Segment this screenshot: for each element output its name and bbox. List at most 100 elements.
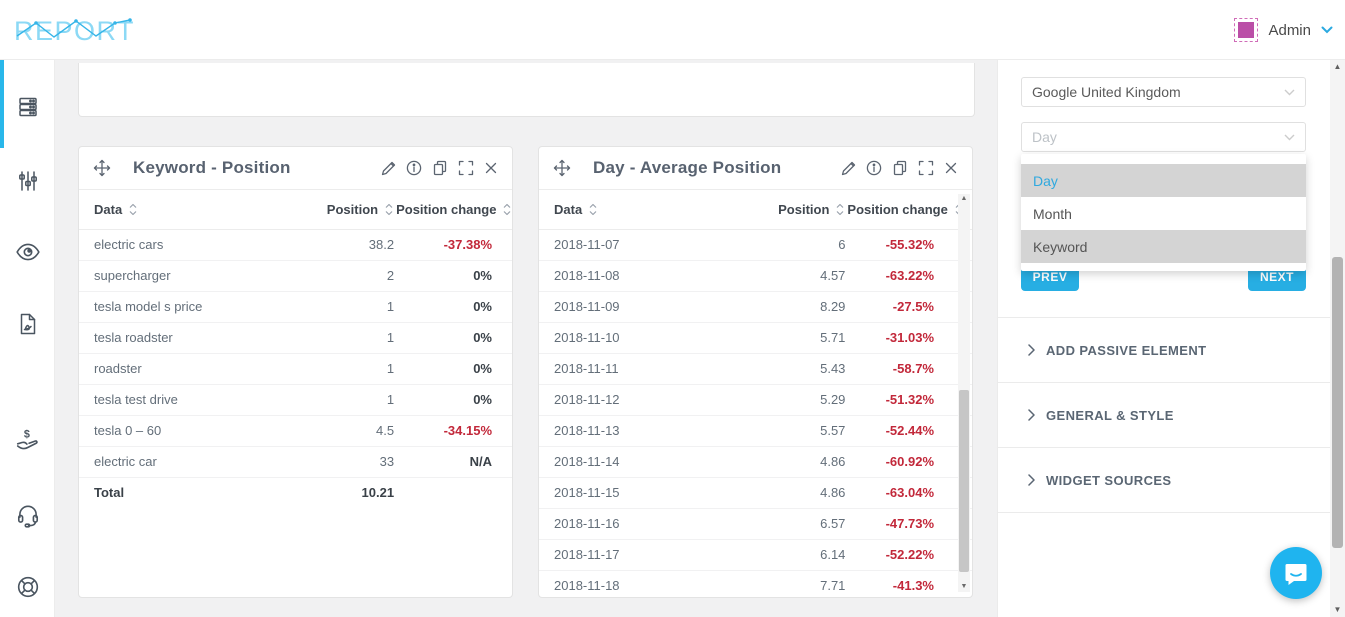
move-icon[interactable]: [93, 159, 111, 177]
table-row: electric car 33 N/A: [79, 446, 512, 478]
sidebar-item-filters[interactable]: [0, 159, 55, 203]
sidebar-item-billing[interactable]: $: [0, 418, 55, 462]
table-row: 2018-11-16 6.57 -47.73%: [539, 508, 972, 540]
cell-position: 5.43: [733, 353, 847, 385]
sort-icon: [129, 203, 137, 215]
duplicate-icon[interactable]: [432, 160, 448, 176]
scrollbar-thumb[interactable]: [959, 390, 969, 572]
chevron-right-icon: [1028, 344, 1035, 356]
expand-icon[interactable]: [458, 160, 474, 176]
sidebar-item-pdf-export[interactable]: [0, 302, 55, 346]
close-icon[interactable]: [484, 161, 498, 175]
reportz-logo[interactable]: REPORTZ: [14, 13, 152, 54]
column-header-position-change[interactable]: Position change: [846, 190, 972, 230]
cell-position-change: -55.32%: [846, 229, 972, 261]
cell-data: tesla roadster: [79, 322, 283, 354]
cell-position-change: -63.04%: [846, 477, 972, 509]
search-engine-select[interactable]: Google United Kingdom: [1021, 77, 1306, 107]
cell-data: electric car: [79, 446, 283, 478]
table-row: 2018-11-09 8.29 -27.5%: [539, 291, 972, 323]
sort-icon: [504, 203, 511, 215]
dropdown-option[interactable]: Keyword: [1021, 230, 1306, 263]
support-icon: [17, 505, 38, 528]
chat-launcher[interactable]: [1270, 547, 1322, 599]
cell-position: 1: [282, 353, 396, 385]
scrollbar-thumb[interactable]: [1332, 257, 1343, 548]
cell-position-change: -47.73%: [846, 508, 972, 540]
sidebar-item-preview[interactable]: [0, 230, 55, 274]
group-by-select[interactable]: Day: [1021, 122, 1306, 152]
edit-icon[interactable]: [380, 160, 396, 176]
scroll-down-icon[interactable]: ▼: [960, 583, 968, 590]
table-row: tesla test drive 1 0%: [79, 384, 512, 416]
table-row: tesla roadster 1 0%: [79, 322, 512, 354]
partial-widget-card: [78, 63, 975, 117]
sidebar-item-widgets[interactable]: [0, 85, 55, 129]
cell-position-change: -37.38%: [395, 229, 512, 261]
cell-position-change: -58.7%: [846, 353, 972, 385]
expand-icon[interactable]: [918, 160, 934, 176]
duplicate-icon[interactable]: [892, 160, 908, 176]
info-icon[interactable]: [406, 160, 422, 176]
scroll-up-icon[interactable]: ▲: [1333, 62, 1342, 71]
scroll-up-icon[interactable]: ▲: [960, 195, 968, 202]
left-sidebar: $: [0, 60, 55, 617]
cell-position: 7.71: [733, 570, 847, 596]
cell-data: 2018-11-11: [539, 353, 734, 385]
active-item-indicator: [0, 60, 4, 148]
page-scrollbar[interactable]: ▲ ▼: [1330, 60, 1345, 617]
cell-data: 2018-11-07: [539, 229, 734, 261]
avatar: [1234, 18, 1259, 42]
sidebar-item-help[interactable]: [0, 565, 55, 609]
column-header-position-change[interactable]: Position change: [395, 190, 512, 230]
svg-text:$: $: [23, 428, 29, 440]
keyword-table: Data Position Position change electric c…: [79, 190, 512, 508]
column-header-position[interactable]: Position: [733, 190, 847, 230]
sidebar-item-support[interactable]: [0, 493, 55, 537]
accordion-section[interactable]: WIDGET SOURCES: [998, 448, 1330, 513]
cell-data: 2018-11-18: [539, 570, 734, 596]
info-icon[interactable]: [866, 160, 882, 176]
selected-value: Google United Kingdom: [1032, 84, 1181, 100]
cell-position: 38.2: [282, 229, 396, 261]
cell-position: 33: [282, 446, 396, 478]
chevron-down-icon: [1284, 134, 1295, 141]
table-viewport: Data Position Position change 2018-11-07…: [539, 190, 972, 596]
table-row: 2018-11-08 4.57 -63.22%: [539, 260, 972, 292]
column-header-position[interactable]: Position: [282, 190, 396, 230]
cell-position-change: -27.5%: [846, 291, 972, 323]
cell-position-change: -52.22%: [846, 539, 972, 571]
table-row: tesla model s price 1 0%: [79, 291, 512, 323]
dropdown-option[interactable]: Day: [1021, 164, 1306, 197]
filters-icon: [18, 171, 37, 191]
cell-data: tesla test drive: [79, 384, 283, 416]
edit-icon[interactable]: [840, 160, 856, 176]
accordion-section[interactable]: ADD PASSIVE ELEMENT: [998, 318, 1330, 383]
close-icon[interactable]: [944, 161, 958, 175]
table-row: 2018-11-10 5.71 -31.03%: [539, 322, 972, 354]
widget-scrollbar[interactable]: ▲ ▼: [958, 194, 970, 592]
widget-actions: [840, 160, 958, 176]
cell-position: 4.57: [733, 260, 847, 292]
cell-position-change: 0%: [395, 322, 512, 354]
scroll-down-icon[interactable]: ▼: [1333, 605, 1342, 614]
move-icon[interactable]: [553, 159, 571, 177]
preview-icon: [15, 243, 40, 261]
user-menu[interactable]: Admin: [1234, 0, 1333, 60]
cell-position-change: N/A: [395, 446, 512, 478]
svg-text:REPORTZ: REPORTZ: [14, 16, 134, 46]
widget-title: Keyword - Position: [133, 158, 291, 177]
accordion-section[interactable]: GENERAL & STYLE: [998, 383, 1330, 448]
sort-icon: [836, 203, 844, 215]
widget-header: Day - Average Position: [539, 147, 972, 190]
cell-data: 2018-11-13: [539, 415, 734, 447]
user-name: Admin: [1268, 21, 1311, 39]
column-header-data[interactable]: Data: [539, 190, 734, 230]
total-value: 10.21: [361, 485, 395, 501]
sort-icon: [385, 203, 393, 215]
cell-position: 5.57: [733, 415, 847, 447]
cell-position: 4.5: [282, 415, 396, 447]
cell-position-change: 0%: [395, 291, 512, 323]
dropdown-option[interactable]: Month: [1033, 205, 1072, 222]
column-header-data[interactable]: Data: [79, 190, 283, 230]
